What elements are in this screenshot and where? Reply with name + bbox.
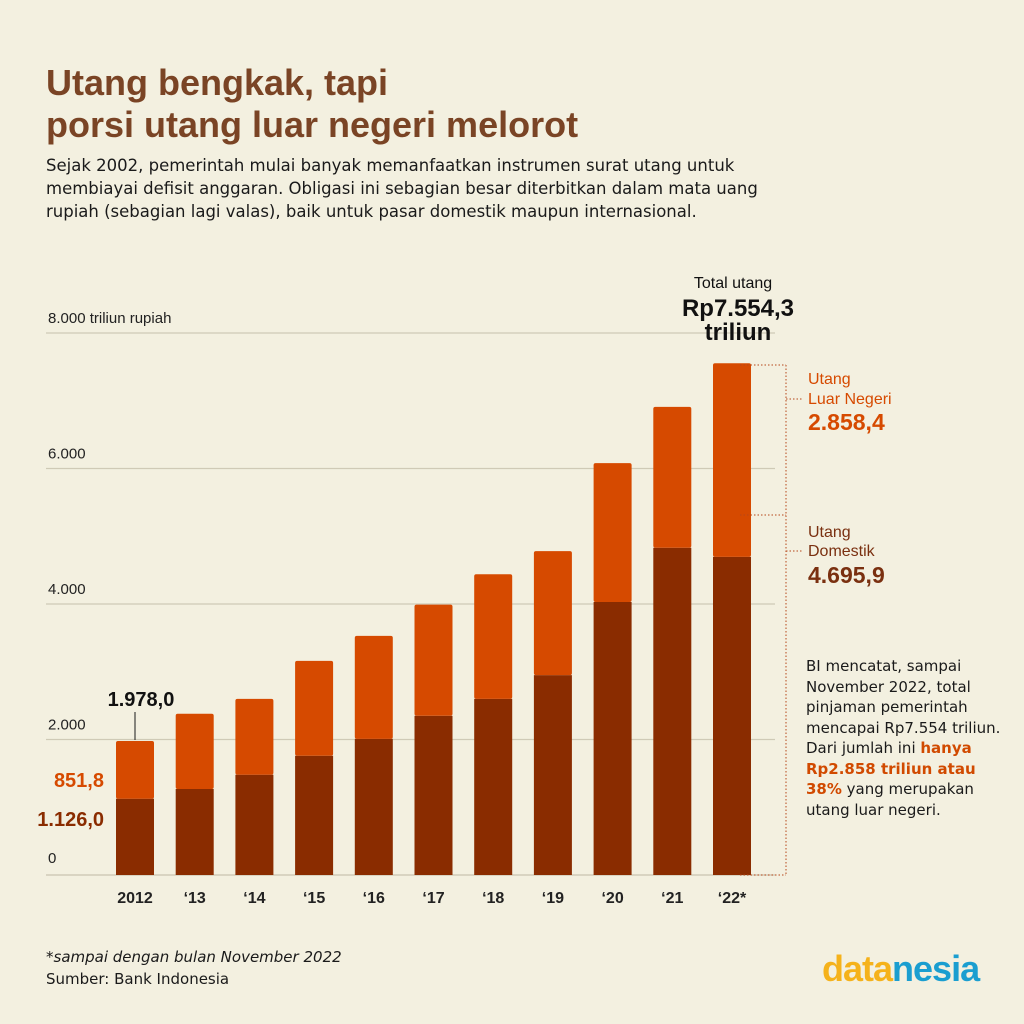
note-highlight: hanya Rp2.858 triliun atau 38% bbox=[806, 739, 976, 798]
bar-domestic bbox=[295, 755, 334, 875]
bar-foreign bbox=[593, 463, 632, 602]
bar-domestic bbox=[354, 738, 393, 875]
source: Sumber: Bank Indonesia bbox=[46, 970, 230, 988]
bar-domestic bbox=[474, 698, 513, 875]
bar-foreign bbox=[295, 660, 334, 756]
y-tick-label: 2.000 bbox=[48, 717, 86, 734]
note-text-1: BI mencatat, sampai November 2022, total… bbox=[806, 657, 1001, 757]
domestic-label-2: Domestik bbox=[808, 543, 876, 560]
bar-domestic bbox=[653, 547, 692, 875]
footer: *sampai dengan bulan November 2022 Sumbe… bbox=[46, 946, 342, 990]
foreign-label-1: Utang bbox=[808, 371, 851, 388]
domestic-label-1: Utang bbox=[808, 524, 851, 541]
chart-title: Utang bengkak, tapi porsi utang luar neg… bbox=[46, 62, 578, 146]
x-tick-label: ‘14 bbox=[243, 890, 265, 907]
y-tick-label: 0 bbox=[48, 850, 56, 867]
bar-foreign bbox=[175, 713, 214, 789]
bar-foreign bbox=[354, 635, 393, 739]
first-total-label: 1.978,0 bbox=[108, 689, 175, 711]
bar-domestic bbox=[713, 556, 751, 875]
bar-domestic bbox=[414, 715, 453, 875]
bar-foreign bbox=[235, 698, 274, 775]
y-tick-label: 6.000 bbox=[48, 446, 86, 463]
bar-domestic bbox=[593, 601, 632, 875]
x-tick-label: ‘17 bbox=[422, 890, 444, 907]
total-value: Rp7.554,3 bbox=[682, 295, 794, 322]
first-foreign-label: 851,8 bbox=[54, 770, 104, 792]
bracket bbox=[740, 364, 803, 876]
x-tick-label: ‘21 bbox=[661, 890, 683, 907]
y-tick-label: 8.000 triliun rupiah bbox=[48, 310, 171, 327]
x-tick-label: ‘13 bbox=[184, 890, 206, 907]
bar-domestic bbox=[533, 675, 572, 875]
title-line-2: porsi utang luar negeri melorot bbox=[46, 104, 579, 145]
x-tick-label: 2012 bbox=[117, 890, 153, 907]
bar-foreign bbox=[116, 741, 154, 799]
title-line-1: Utang bengkak, tapi bbox=[46, 62, 389, 103]
x-tick-label: ‘19 bbox=[542, 890, 564, 907]
footnote: *sampai dengan bulan November 2022 bbox=[46, 948, 342, 966]
x-tick-label: ‘20 bbox=[601, 890, 623, 907]
bar-foreign bbox=[533, 551, 572, 676]
bar-foreign bbox=[653, 406, 692, 548]
domestic-value: 4.695,9 bbox=[808, 562, 885, 588]
bar-foreign bbox=[713, 363, 751, 557]
bar-domestic bbox=[235, 774, 274, 875]
note-text-2: yang merupakan utang luar negeri. bbox=[806, 780, 974, 819]
x-tick-label: ‘22* bbox=[718, 890, 747, 907]
x-tick-label: ‘18 bbox=[482, 890, 504, 907]
total-label: Total utang bbox=[694, 275, 772, 292]
foreign-label-2: Luar Negeri bbox=[808, 391, 892, 408]
bar-foreign bbox=[474, 574, 513, 699]
x-tick-label: ‘16 bbox=[363, 890, 385, 907]
chart-subtitle: Sejak 2002, pemerintah mulai banyak mema… bbox=[46, 156, 758, 221]
bar-domestic bbox=[175, 788, 214, 875]
datanesia-logo: datanesia bbox=[822, 948, 980, 990]
foreign-value: 2.858,4 bbox=[808, 409, 885, 435]
bar-foreign bbox=[414, 604, 453, 716]
first-domestic-label: 1.126,0 bbox=[37, 809, 104, 831]
x-tick-label: ‘15 bbox=[303, 890, 325, 907]
commentary-note: BI mencatat, sampai November 2022, total… bbox=[806, 656, 1016, 820]
bar-domestic bbox=[116, 798, 154, 875]
logo-part-2: nesia bbox=[892, 948, 980, 989]
total-unit: triliun bbox=[705, 319, 772, 346]
y-tick-label: 4.000 bbox=[48, 581, 86, 598]
logo-part-1: data bbox=[822, 948, 893, 989]
